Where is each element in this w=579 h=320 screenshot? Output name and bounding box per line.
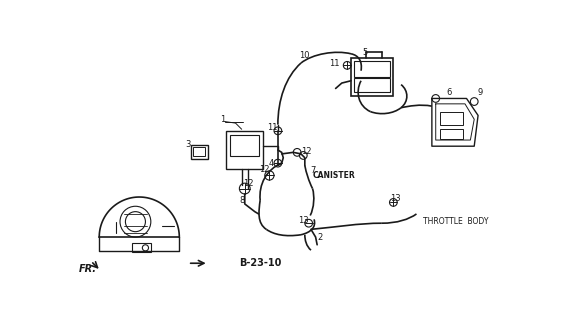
- Bar: [131, 243, 151, 252]
- Bar: [230, 135, 259, 156]
- Text: 3: 3: [185, 140, 190, 149]
- Bar: [191, 145, 208, 158]
- Text: 8: 8: [239, 196, 244, 204]
- Text: 13: 13: [298, 216, 309, 225]
- Bar: [226, 131, 263, 169]
- Bar: [439, 129, 463, 139]
- Text: 12: 12: [259, 165, 269, 174]
- Bar: [439, 112, 463, 125]
- Text: FR.: FR.: [79, 264, 97, 275]
- Text: 1: 1: [220, 115, 225, 124]
- Text: THROTTLE  BODY: THROTTLE BODY: [423, 217, 488, 226]
- Text: 9: 9: [478, 88, 483, 97]
- Text: CANISTER: CANISTER: [313, 171, 356, 180]
- Text: 13: 13: [390, 194, 401, 203]
- Text: 5: 5: [362, 48, 368, 57]
- Bar: [354, 78, 390, 92]
- Text: 11: 11: [267, 123, 278, 132]
- Bar: [193, 147, 206, 156]
- Text: 6: 6: [446, 88, 452, 97]
- Bar: [351, 58, 393, 96]
- Text: 12: 12: [301, 147, 312, 156]
- Text: 2: 2: [318, 233, 323, 242]
- Bar: [354, 61, 390, 77]
- Text: B-23-10: B-23-10: [239, 258, 282, 268]
- Text: 12: 12: [243, 179, 254, 188]
- Text: 10: 10: [299, 51, 310, 60]
- Text: 7: 7: [310, 166, 315, 175]
- Text: 11: 11: [329, 59, 339, 68]
- Text: 4: 4: [268, 159, 273, 168]
